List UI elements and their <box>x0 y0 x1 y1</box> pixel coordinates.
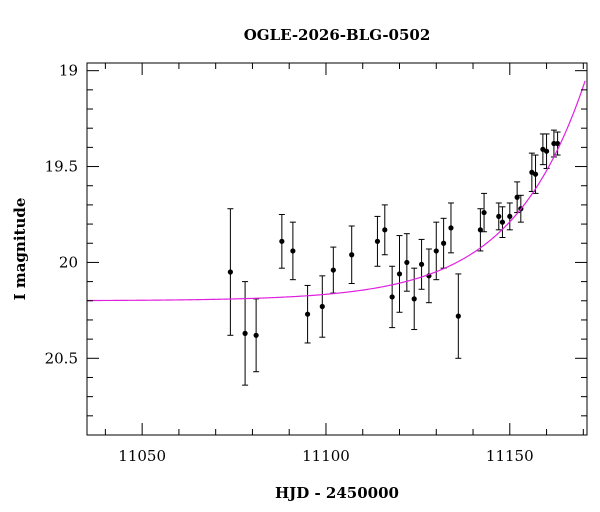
data-marker <box>227 269 233 275</box>
data-marker <box>499 219 506 225</box>
data-marker <box>411 296 417 302</box>
tick-labels: 11050 11100 11150 19 19.5 20 20.5 <box>45 62 534 465</box>
data-marker <box>349 252 355 258</box>
data-point <box>477 208 484 252</box>
data-point <box>242 281 249 386</box>
y-tick-label: 20 <box>59 253 78 271</box>
data-point <box>495 202 502 231</box>
x-axis-label: HJD - 2450000 <box>275 484 399 502</box>
data-point <box>543 133 550 169</box>
data-point <box>514 181 521 214</box>
data-marker <box>242 330 248 336</box>
data-marker <box>477 227 483 233</box>
data-point <box>499 206 506 238</box>
data-series <box>227 129 561 386</box>
data-marker <box>389 294 395 300</box>
data-point <box>554 131 561 156</box>
data-marker <box>330 267 336 273</box>
data-marker <box>253 332 259 338</box>
data-point <box>506 202 513 231</box>
data-point <box>447 202 454 254</box>
data-point <box>374 215 381 267</box>
data-marker <box>481 209 487 216</box>
data-point <box>304 284 311 344</box>
data-marker <box>396 271 403 277</box>
data-marker <box>382 227 388 233</box>
x-tick-label: 11100 <box>302 447 350 465</box>
data-point <box>278 213 285 269</box>
data-marker <box>532 171 539 177</box>
data-point <box>532 154 539 194</box>
data-marker <box>507 213 513 220</box>
y-tick-label: 19 <box>59 62 78 80</box>
y-axis-label: I magnitude <box>11 198 29 301</box>
chart-title: OGLE-2026-BLG-0502 <box>244 26 431 44</box>
data-marker <box>514 194 520 200</box>
data-point <box>253 298 260 373</box>
data-marker <box>433 248 439 254</box>
data-point <box>289 221 296 281</box>
model-curve <box>87 80 586 302</box>
data-marker <box>543 148 550 154</box>
data-point <box>319 275 326 338</box>
data-marker <box>404 259 410 266</box>
data-marker <box>551 140 557 147</box>
plot-frame <box>86 62 588 436</box>
data-point <box>418 238 425 290</box>
data-marker <box>441 240 447 246</box>
data-marker <box>290 248 296 254</box>
plot-area <box>86 62 588 436</box>
y-tick-label: 19.5 <box>45 158 78 176</box>
x-tick-label: 11150 <box>486 447 534 465</box>
data-marker <box>455 313 461 319</box>
data-point <box>330 246 337 294</box>
data-point <box>389 265 396 329</box>
data-marker <box>496 213 502 220</box>
data-point <box>348 225 355 285</box>
data-marker <box>319 303 325 310</box>
data-marker <box>554 140 561 147</box>
data-point <box>396 235 403 313</box>
data-marker <box>448 225 454 231</box>
data-point <box>433 221 440 281</box>
data-marker <box>374 238 381 244</box>
x-tick-label: 11050 <box>118 447 166 465</box>
axis-ticks <box>87 63 587 436</box>
data-point <box>403 233 410 292</box>
data-point <box>455 273 462 359</box>
data-point <box>481 192 488 233</box>
data-point <box>381 204 388 256</box>
data-point <box>440 217 447 269</box>
data-point <box>227 208 234 336</box>
data-marker <box>304 311 311 317</box>
data-point <box>411 267 418 331</box>
data-marker <box>418 261 425 267</box>
model-curve-layer <box>87 80 586 302</box>
data-marker <box>279 238 285 244</box>
y-tick-label: 20.5 <box>45 349 78 367</box>
